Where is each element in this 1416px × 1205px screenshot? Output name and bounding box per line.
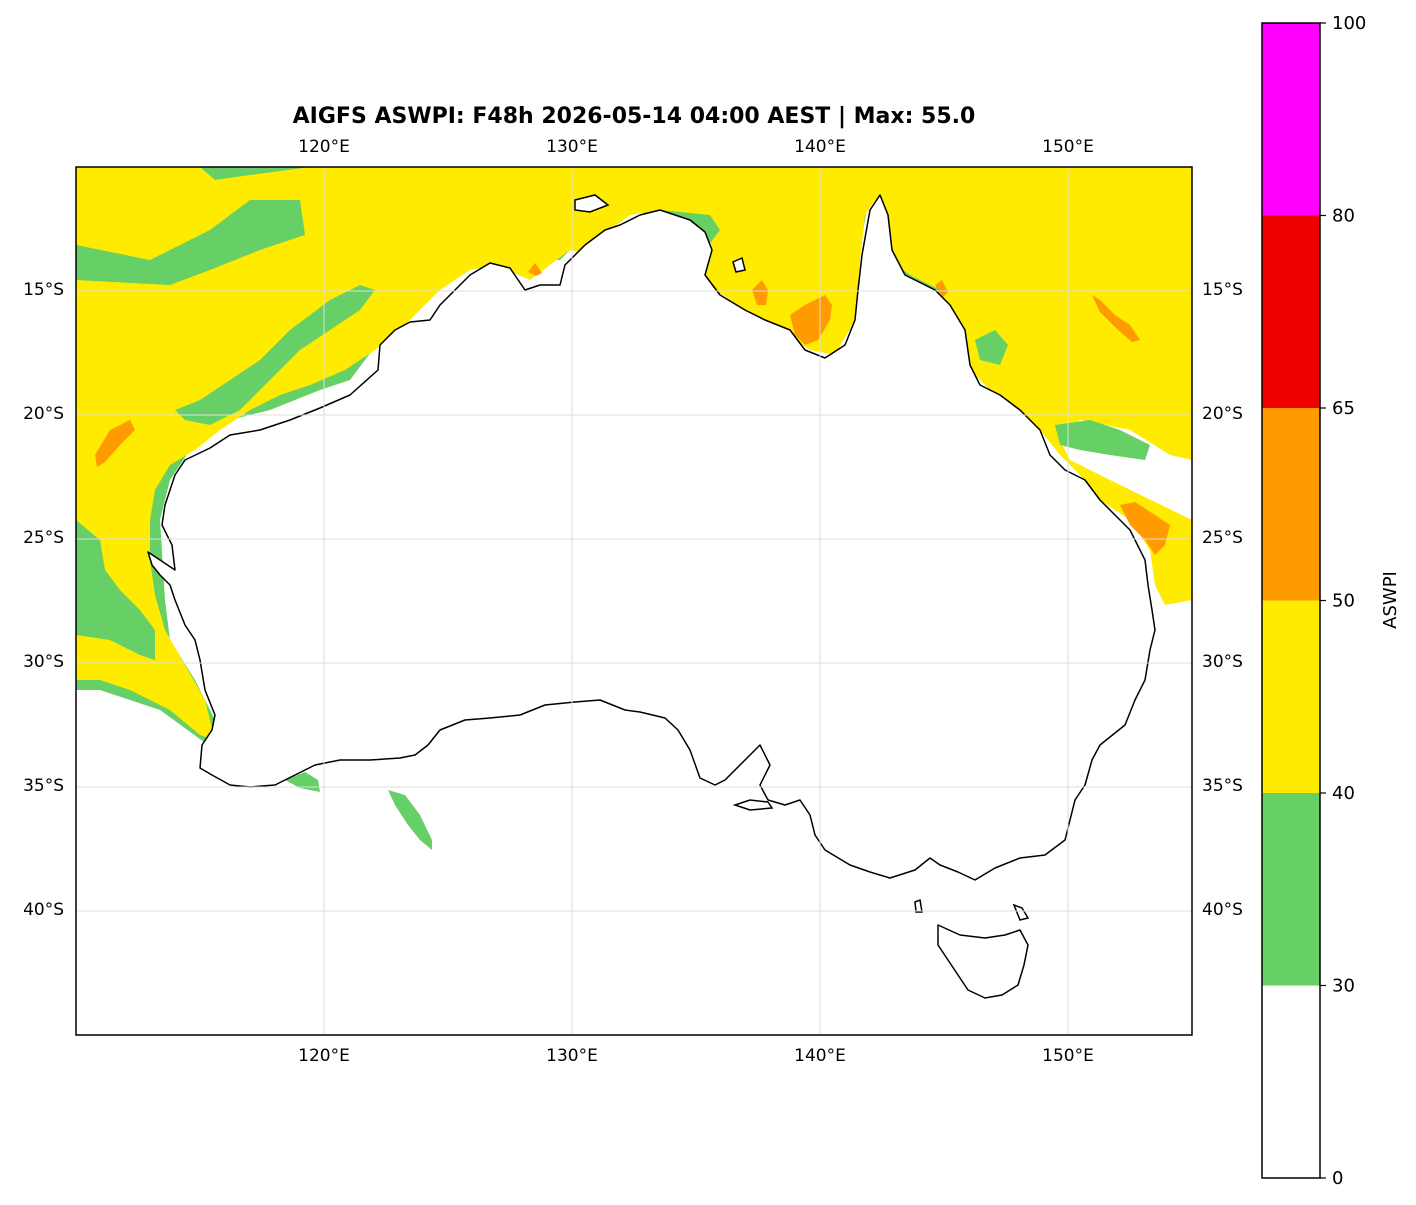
lat-tick-label: 25°S xyxy=(1202,528,1243,548)
lon-tick-label: 120°E xyxy=(298,1046,350,1066)
colorbar-band xyxy=(1262,793,1320,986)
lat-tick-label: 35°S xyxy=(23,776,64,796)
lat-tick-label: 25°S xyxy=(23,528,64,548)
lat-tick-label: 40°S xyxy=(1202,900,1243,920)
orange-patch-cape-york xyxy=(790,295,832,345)
colorbar-band xyxy=(1262,23,1320,216)
colorbar: 0 30 40 50 65 80 100 xyxy=(1261,13,1366,1189)
lon-tick-label: 140°E xyxy=(794,137,846,157)
tasmania xyxy=(937,924,1029,999)
melville-island xyxy=(574,194,610,213)
orange-patch-qld xyxy=(1120,502,1170,555)
orange-patch-coral xyxy=(1092,295,1140,342)
colorbar-tick-label: 80 xyxy=(1332,206,1355,227)
map-frame xyxy=(75,166,1193,1036)
green-patch-west xyxy=(175,285,375,425)
australia-mainland xyxy=(147,194,1156,881)
lat-tick-label: 30°S xyxy=(23,652,64,672)
colorbar-band xyxy=(1262,600,1320,793)
lat-ticks-right: 15°S 20°S 25°S 30°S 35°S 40°S xyxy=(1202,280,1243,920)
colorbar-tick-label: 65 xyxy=(1332,398,1355,419)
lat-tick-label: 40°S xyxy=(23,900,64,920)
colorbar-tick-label: 0 xyxy=(1332,1168,1343,1189)
colorbar-tick-label: 30 xyxy=(1332,976,1355,997)
orange-patch-cape-york-n xyxy=(752,280,768,305)
green-patch-east-small xyxy=(975,330,1008,365)
lat-tick-label: 20°S xyxy=(23,404,64,424)
orange-patch-arnhem xyxy=(528,263,542,276)
green-patch-south-ocean xyxy=(388,790,432,850)
lon-tick-label: 130°E xyxy=(546,137,598,157)
colorbar-band xyxy=(1262,215,1320,408)
colorbar-band xyxy=(1262,985,1320,1178)
lat-tick-label: 20°S xyxy=(1202,404,1243,424)
lon-tick-label: 120°E xyxy=(298,137,350,157)
king-island xyxy=(914,898,923,913)
green-patch-east-coral xyxy=(1055,420,1150,460)
orange-patch-west xyxy=(95,420,135,467)
gridlines xyxy=(76,167,1192,1035)
map-title: AIGFS ASWPI: F48h 2026-05-14 04:00 AEST … xyxy=(293,104,976,129)
colorbar-band xyxy=(1262,408,1320,601)
lon-tick-label: 140°E xyxy=(794,1046,846,1066)
lat-tick-label: 15°S xyxy=(1202,280,1243,300)
lon-ticks-bottom: 120°E 130°E 140°E 150°E xyxy=(298,1046,1094,1066)
colorbar-tick-label: 50 xyxy=(1332,591,1355,612)
lon-ticks-top: 120°E 130°E 140°E 150°E xyxy=(298,137,1094,157)
lat-tick-label: 35°S xyxy=(1202,776,1243,796)
lon-tick-label: 150°E xyxy=(1042,137,1094,157)
lat-tick-label: 15°S xyxy=(23,280,64,300)
map-area xyxy=(76,167,1192,1035)
kangaroo-island xyxy=(732,799,774,811)
colorbar-tick-label: 40 xyxy=(1332,783,1355,804)
colorbar-label: ASWPI xyxy=(1380,571,1401,629)
lat-tick-label: 30°S xyxy=(1202,652,1243,672)
flinders-island xyxy=(1012,903,1030,921)
lon-tick-label: 150°E xyxy=(1042,1046,1094,1066)
orange-patch-ne xyxy=(935,280,948,298)
colorbar-tick-label: 100 xyxy=(1332,13,1366,34)
lat-ticks-left: 15°S 20°S 25°S 30°S 35°S 40°S xyxy=(23,280,64,920)
groote-island xyxy=(732,256,746,273)
lon-tick-label: 130°E xyxy=(546,1046,598,1066)
